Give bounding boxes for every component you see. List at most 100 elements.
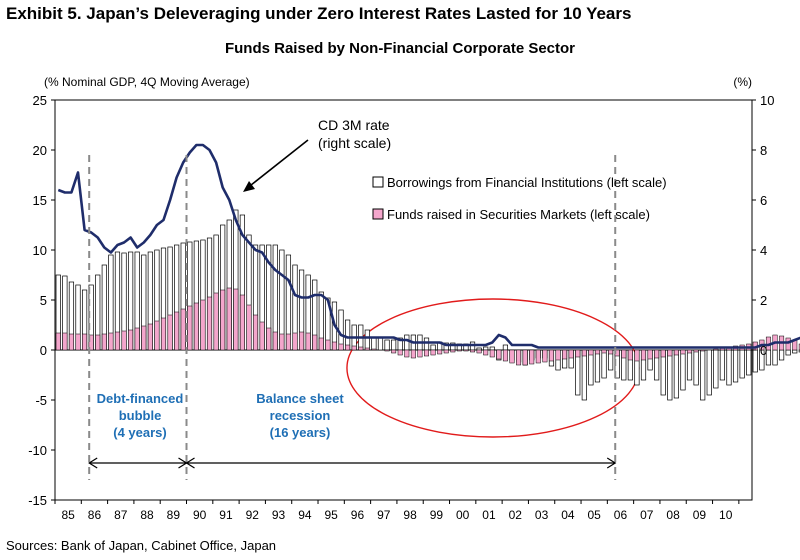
bar-securities: [568, 349, 574, 359]
bar-securities: [358, 346, 364, 351]
x-tick-label: 94: [298, 508, 312, 522]
bar-borrowings: [476, 347, 482, 351]
chart-title: Funds Raised by Non-Financial Corporate …: [224, 40, 576, 57]
x-tick-label: 09: [693, 508, 707, 522]
bar-securities: [246, 304, 252, 351]
right-tick-label: 6: [760, 193, 767, 208]
bar-securities: [673, 349, 679, 356]
bar-borrowings: [713, 349, 719, 389]
bar-securities: [312, 334, 318, 351]
legend: Borrowings from Financial Institutions (…: [372, 175, 667, 222]
bar-borrowings: [719, 349, 725, 381]
x-tick-label: 89: [167, 508, 181, 522]
bar-securities: [588, 349, 594, 356]
bar-borrowings: [594, 349, 601, 383]
x-tick-label: 00: [456, 508, 470, 522]
bar-securities: [180, 308, 186, 351]
x-tick-label: 92: [246, 508, 260, 522]
x-tick-label: 85: [61, 508, 75, 522]
bar-securities: [292, 332, 298, 351]
bar-securities: [325, 339, 331, 351]
bar-borrowings: [601, 349, 607, 379]
bubble-label-3: (4 years): [113, 425, 166, 440]
rate-line-label: CD 3M rate: [318, 117, 390, 133]
bar-borrowings: [371, 336, 377, 351]
recession-annotation: Balance sheet recession (16 years): [256, 391, 344, 440]
x-tick-label: 03: [535, 508, 549, 522]
bar-securities: [147, 323, 153, 351]
rate-line-callout: CD 3M rate (right scale): [243, 117, 391, 192]
bar-securities: [509, 349, 515, 364]
bar-securities: [548, 349, 554, 362]
bar-securities: [489, 349, 495, 358]
bar-securities: [608, 349, 614, 355]
recession-label-1: Balance sheet: [256, 391, 344, 406]
bubble-label-2: bubble: [119, 408, 162, 423]
bar-securities: [266, 327, 272, 351]
bar-securities: [233, 288, 239, 351]
exhibit-title: Exhibit 5. Japan’s Deleveraging under Ze…: [6, 4, 632, 23]
legend-swatch-securities: [372, 208, 384, 220]
bar-borrowings: [746, 349, 752, 376]
bar-securities: [345, 344, 351, 351]
bar-securities: [397, 349, 403, 356]
source-note: Sources: Bank of Japan, Cabinet Office, …: [6, 538, 277, 553]
bar-borrowings: [364, 329, 370, 351]
bar-securities: [785, 337, 791, 351]
bar-borrowings: [772, 349, 778, 366]
bar-securities: [200, 299, 206, 351]
bar-series: [55, 209, 800, 401]
bar-securities: [101, 333, 107, 351]
bar-securities: [647, 349, 653, 360]
bar-securities: [417, 349, 423, 358]
bar-securities: [516, 349, 522, 366]
bar-securities: [213, 292, 219, 351]
bar-borrowings: [792, 349, 798, 354]
left-tick-label: 0: [40, 343, 47, 358]
bar-borrowings: [404, 334, 410, 351]
bar-securities: [161, 317, 166, 351]
bar-borrowings: [779, 349, 785, 361]
bubble-label-1: Debt-financed: [97, 391, 184, 406]
bar-securities: [128, 329, 134, 351]
right-tick-label: 4: [760, 243, 767, 258]
bar-securities: [272, 331, 278, 351]
x-tick-label: 07: [640, 508, 654, 522]
bar-securities: [621, 349, 627, 359]
recession-label-2: recession: [270, 408, 331, 423]
bubble-annotation: Debt-financed bubble (4 years): [97, 391, 184, 440]
bar-borrowings: [581, 349, 587, 401]
legend-label-borrowings: Borrowings from Financial Institutions (…: [387, 175, 667, 190]
bar-securities: [575, 349, 581, 358]
bar-securities: [134, 327, 140, 351]
x-tick-label: 05: [588, 508, 602, 522]
bar-securities: [542, 349, 548, 363]
right-tick-label: 0: [760, 343, 767, 358]
bar-securities: [62, 332, 68, 351]
bar-securities: [364, 347, 370, 351]
bar-securities: [410, 349, 416, 359]
bar-securities: [174, 311, 180, 351]
bar-securities: [680, 349, 686, 355]
right-tick-label: 10: [760, 93, 774, 108]
bar-borrowings: [391, 339, 397, 351]
x-tick-label: 01: [482, 508, 496, 522]
bar-borrowings: [377, 337, 384, 351]
left-tick-label: -10: [28, 443, 47, 458]
right-tick-label: 8: [760, 143, 767, 158]
bar-borrowings: [384, 339, 390, 351]
bar-securities: [108, 332, 114, 351]
legend-label-securities: Funds raised in Securities Markets (left…: [387, 207, 650, 222]
plot-frame: [54, 99, 753, 501]
bar-securities: [114, 331, 120, 351]
right-tick-label: 2: [760, 293, 767, 308]
bar-securities: [220, 289, 226, 351]
legend-swatch-borrowings: [372, 176, 384, 188]
bar-securities: [371, 348, 377, 351]
bar-securities: [285, 333, 291, 351]
bar-securities: [555, 349, 561, 361]
left-tick-label: -15: [28, 493, 47, 508]
bar-securities: [141, 325, 147, 351]
bar-securities: [627, 349, 633, 361]
bar-borrowings: [686, 349, 693, 381]
